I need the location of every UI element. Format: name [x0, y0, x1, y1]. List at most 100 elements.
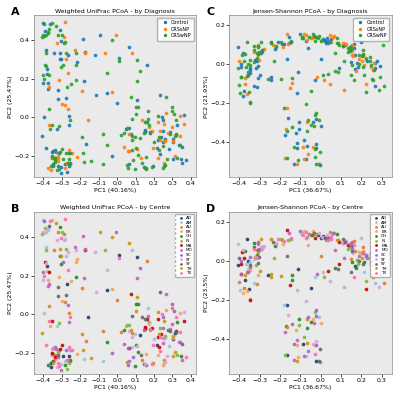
CH: [56, 252, 63, 259]
Point: [134, 146, 140, 152]
AU: [308, 232, 315, 238]
Point: [93, 92, 100, 98]
Point: [49, 20, 56, 27]
MA: [128, 291, 134, 297]
SY: [167, 328, 173, 334]
BR: [56, 273, 63, 280]
AM: [327, 236, 334, 242]
Point: [349, 62, 356, 68]
MO: [163, 291, 169, 297]
TH: [358, 250, 365, 256]
TX: [43, 342, 49, 349]
BR: [161, 360, 168, 367]
TX: [251, 246, 257, 252]
Point: [40, 72, 46, 78]
Point: [156, 134, 162, 140]
Point: [264, 75, 271, 82]
Point: [284, 30, 291, 37]
MO: [247, 263, 253, 270]
TH: [327, 228, 333, 235]
AD: [154, 341, 160, 348]
Point: [254, 58, 260, 64]
AM: [166, 343, 172, 349]
Point: [324, 35, 330, 41]
Point: [284, 127, 290, 134]
CH: [296, 316, 302, 322]
CH: [242, 248, 249, 254]
Point: [128, 50, 135, 57]
Point: [311, 33, 317, 39]
Point: [123, 162, 130, 168]
Point: [92, 52, 98, 58]
TX: [66, 313, 73, 320]
TX: [62, 216, 68, 222]
Point: [155, 119, 161, 125]
Point: [42, 47, 49, 53]
Point: [160, 117, 166, 123]
Point: [97, 32, 103, 38]
AU: [348, 256, 354, 262]
Point: [355, 61, 362, 67]
Point: [66, 147, 72, 154]
CH: [254, 252, 260, 258]
SY: [138, 352, 144, 358]
Point: [349, 51, 355, 58]
Point: [251, 59, 258, 65]
AU: [138, 357, 145, 363]
TH: [277, 273, 284, 279]
Point: [251, 43, 257, 49]
SY: [368, 259, 375, 265]
TX: [303, 229, 309, 236]
Y-axis label: PC2 (23.5%): PC2 (23.5%): [204, 274, 208, 312]
TH: [132, 307, 139, 314]
Point: [128, 94, 134, 100]
Point: [121, 130, 128, 136]
Point: [342, 41, 348, 47]
Point: [126, 148, 132, 154]
CH: [135, 301, 142, 307]
Point: [44, 70, 50, 77]
IN: [42, 224, 48, 231]
IN: [174, 351, 180, 358]
SC: [305, 313, 311, 320]
AM: [44, 225, 51, 232]
Point: [352, 51, 358, 58]
SC: [291, 340, 298, 347]
Point: [289, 124, 296, 130]
TX: [160, 335, 166, 341]
Point: [177, 133, 183, 139]
TX: [281, 238, 288, 244]
Point: [169, 107, 176, 114]
Point: [58, 64, 64, 70]
BR: [143, 351, 150, 357]
Point: [139, 117, 146, 123]
MO: [65, 357, 71, 363]
Point: [251, 82, 258, 89]
Point: [160, 121, 167, 127]
SY: [355, 258, 362, 264]
Point: [308, 88, 314, 94]
MA: [312, 235, 318, 242]
Point: [332, 68, 338, 74]
Point: [55, 157, 62, 164]
IN: [126, 322, 132, 329]
SY: [179, 341, 186, 347]
Point: [247, 100, 254, 106]
SY: [157, 289, 163, 295]
Point: [48, 163, 54, 170]
MA: [336, 239, 342, 246]
Point: [169, 104, 175, 110]
Point: [40, 32, 47, 39]
Point: [50, 161, 56, 168]
Point: [291, 160, 297, 167]
MA: [181, 318, 187, 324]
ST: [92, 249, 98, 255]
Point: [312, 161, 319, 167]
MA: [287, 281, 294, 288]
Point: [171, 111, 178, 117]
AM: [312, 274, 318, 281]
SC: [363, 253, 370, 259]
Point: [376, 87, 382, 93]
AU: [128, 330, 135, 337]
TX: [56, 363, 62, 369]
